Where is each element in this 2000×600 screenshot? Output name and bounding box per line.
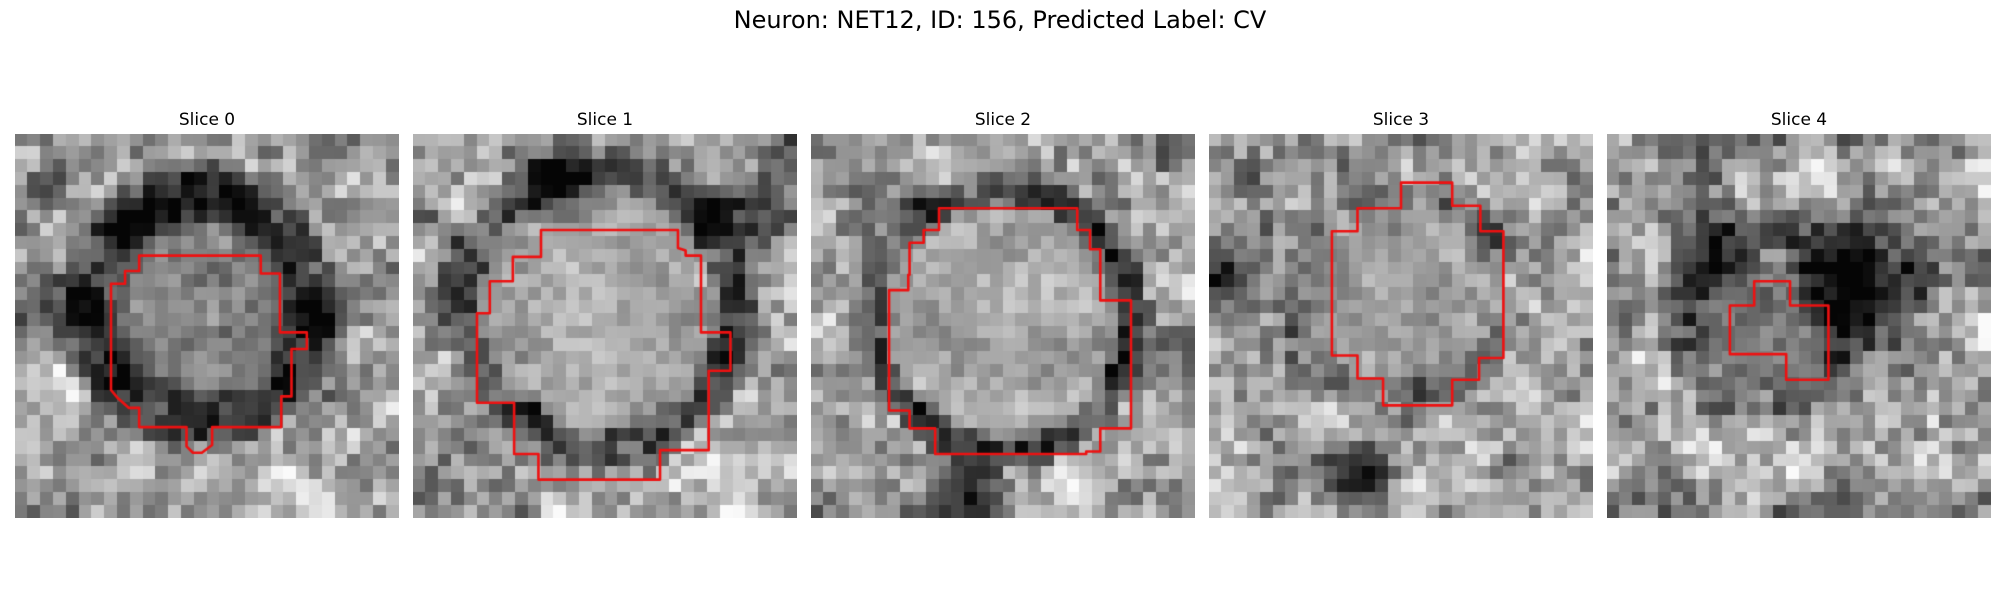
slice-title: Slice 3 <box>1372 110 1430 130</box>
slice-title: Slice 0 <box>178 110 236 130</box>
figure-title: Neuron: NET12, ID: 156, Predicted Label:… <box>733 6 1267 34</box>
slice-panel-1: Slice 1 <box>413 108 797 518</box>
slice-panel-4: Slice 4 <box>1607 108 1991 518</box>
slice-title: Slice 4 <box>1770 110 1828 130</box>
slice-image-0 <box>15 134 399 518</box>
slice-title: Slice 1 <box>576 110 634 130</box>
slice-image-4 <box>1607 134 1991 518</box>
slice-panel-0: Slice 0 <box>15 108 399 518</box>
slice-image-2 <box>811 134 1195 518</box>
slice-panel-3: Slice 3 <box>1209 108 1593 518</box>
slice-panel-2: Slice 2 <box>811 108 1195 518</box>
slice-title: Slice 2 <box>974 110 1032 130</box>
slice-image-1 <box>413 134 797 518</box>
slice-image-3 <box>1209 134 1593 518</box>
